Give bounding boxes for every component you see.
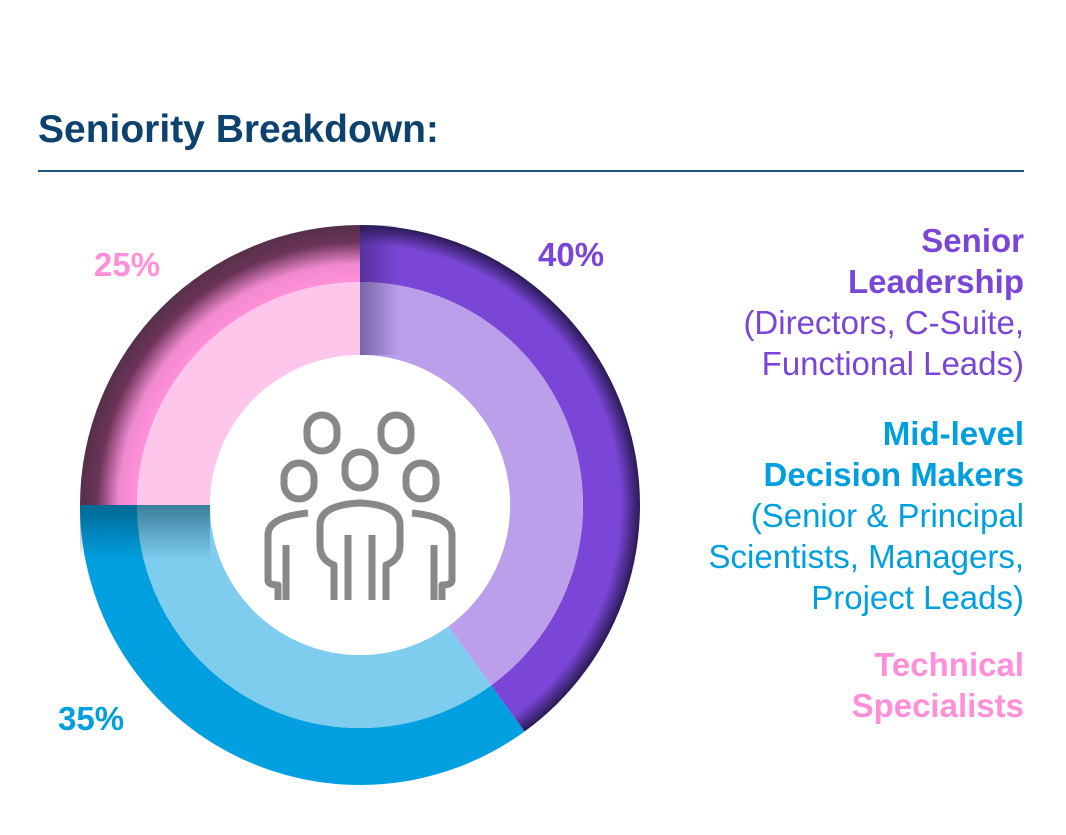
legend-mid-desc-2: Scientists, Managers,: [708, 538, 1024, 575]
segment-senior-outer: [360, 225, 640, 732]
title-divider: [38, 170, 1024, 172]
legend-tech: Technical Specialists: [852, 644, 1024, 726]
legend-mid: Mid-level Decision Makers (Senior & Prin…: [709, 413, 1024, 618]
mid-percent-label: 35%: [58, 700, 125, 737]
legend-senior-title-1: Senior: [921, 222, 1024, 259]
legend-mid-desc-3: Project Leads): [811, 579, 1024, 616]
segment-tech-outer: [80, 225, 360, 505]
legend-senior: Senior Leadership (Directors, C-Suite, F…: [743, 220, 1024, 384]
legend-mid-title-1: Mid-level: [882, 415, 1024, 452]
legend-tech-title-1: Technical: [874, 646, 1024, 683]
legend-mid-desc-1: (Senior & Principal: [750, 497, 1024, 534]
segment-senior-inner: [360, 282, 584, 686]
group-of-people-icon: [264, 411, 456, 600]
tech-percent-label: 25%: [94, 246, 161, 283]
segment-mid-outer: [80, 505, 525, 785]
legend-senior-desc-2: Functional Leads): [761, 345, 1024, 382]
legend-tech-title-2: Specialists: [851, 687, 1024, 724]
chart-title: Seniority Breakdown:: [38, 108, 439, 151]
segment-tech-inner: [137, 282, 360, 505]
legend-senior-title-2: Leadership: [847, 263, 1024, 300]
legend-mid-title-2: Decision Makers: [763, 456, 1024, 493]
legend-senior-desc-1: (Directors, C-Suite,: [743, 304, 1024, 341]
segment-mid-inner: [137, 505, 492, 729]
senior-percent-label: 40%: [538, 236, 605, 273]
